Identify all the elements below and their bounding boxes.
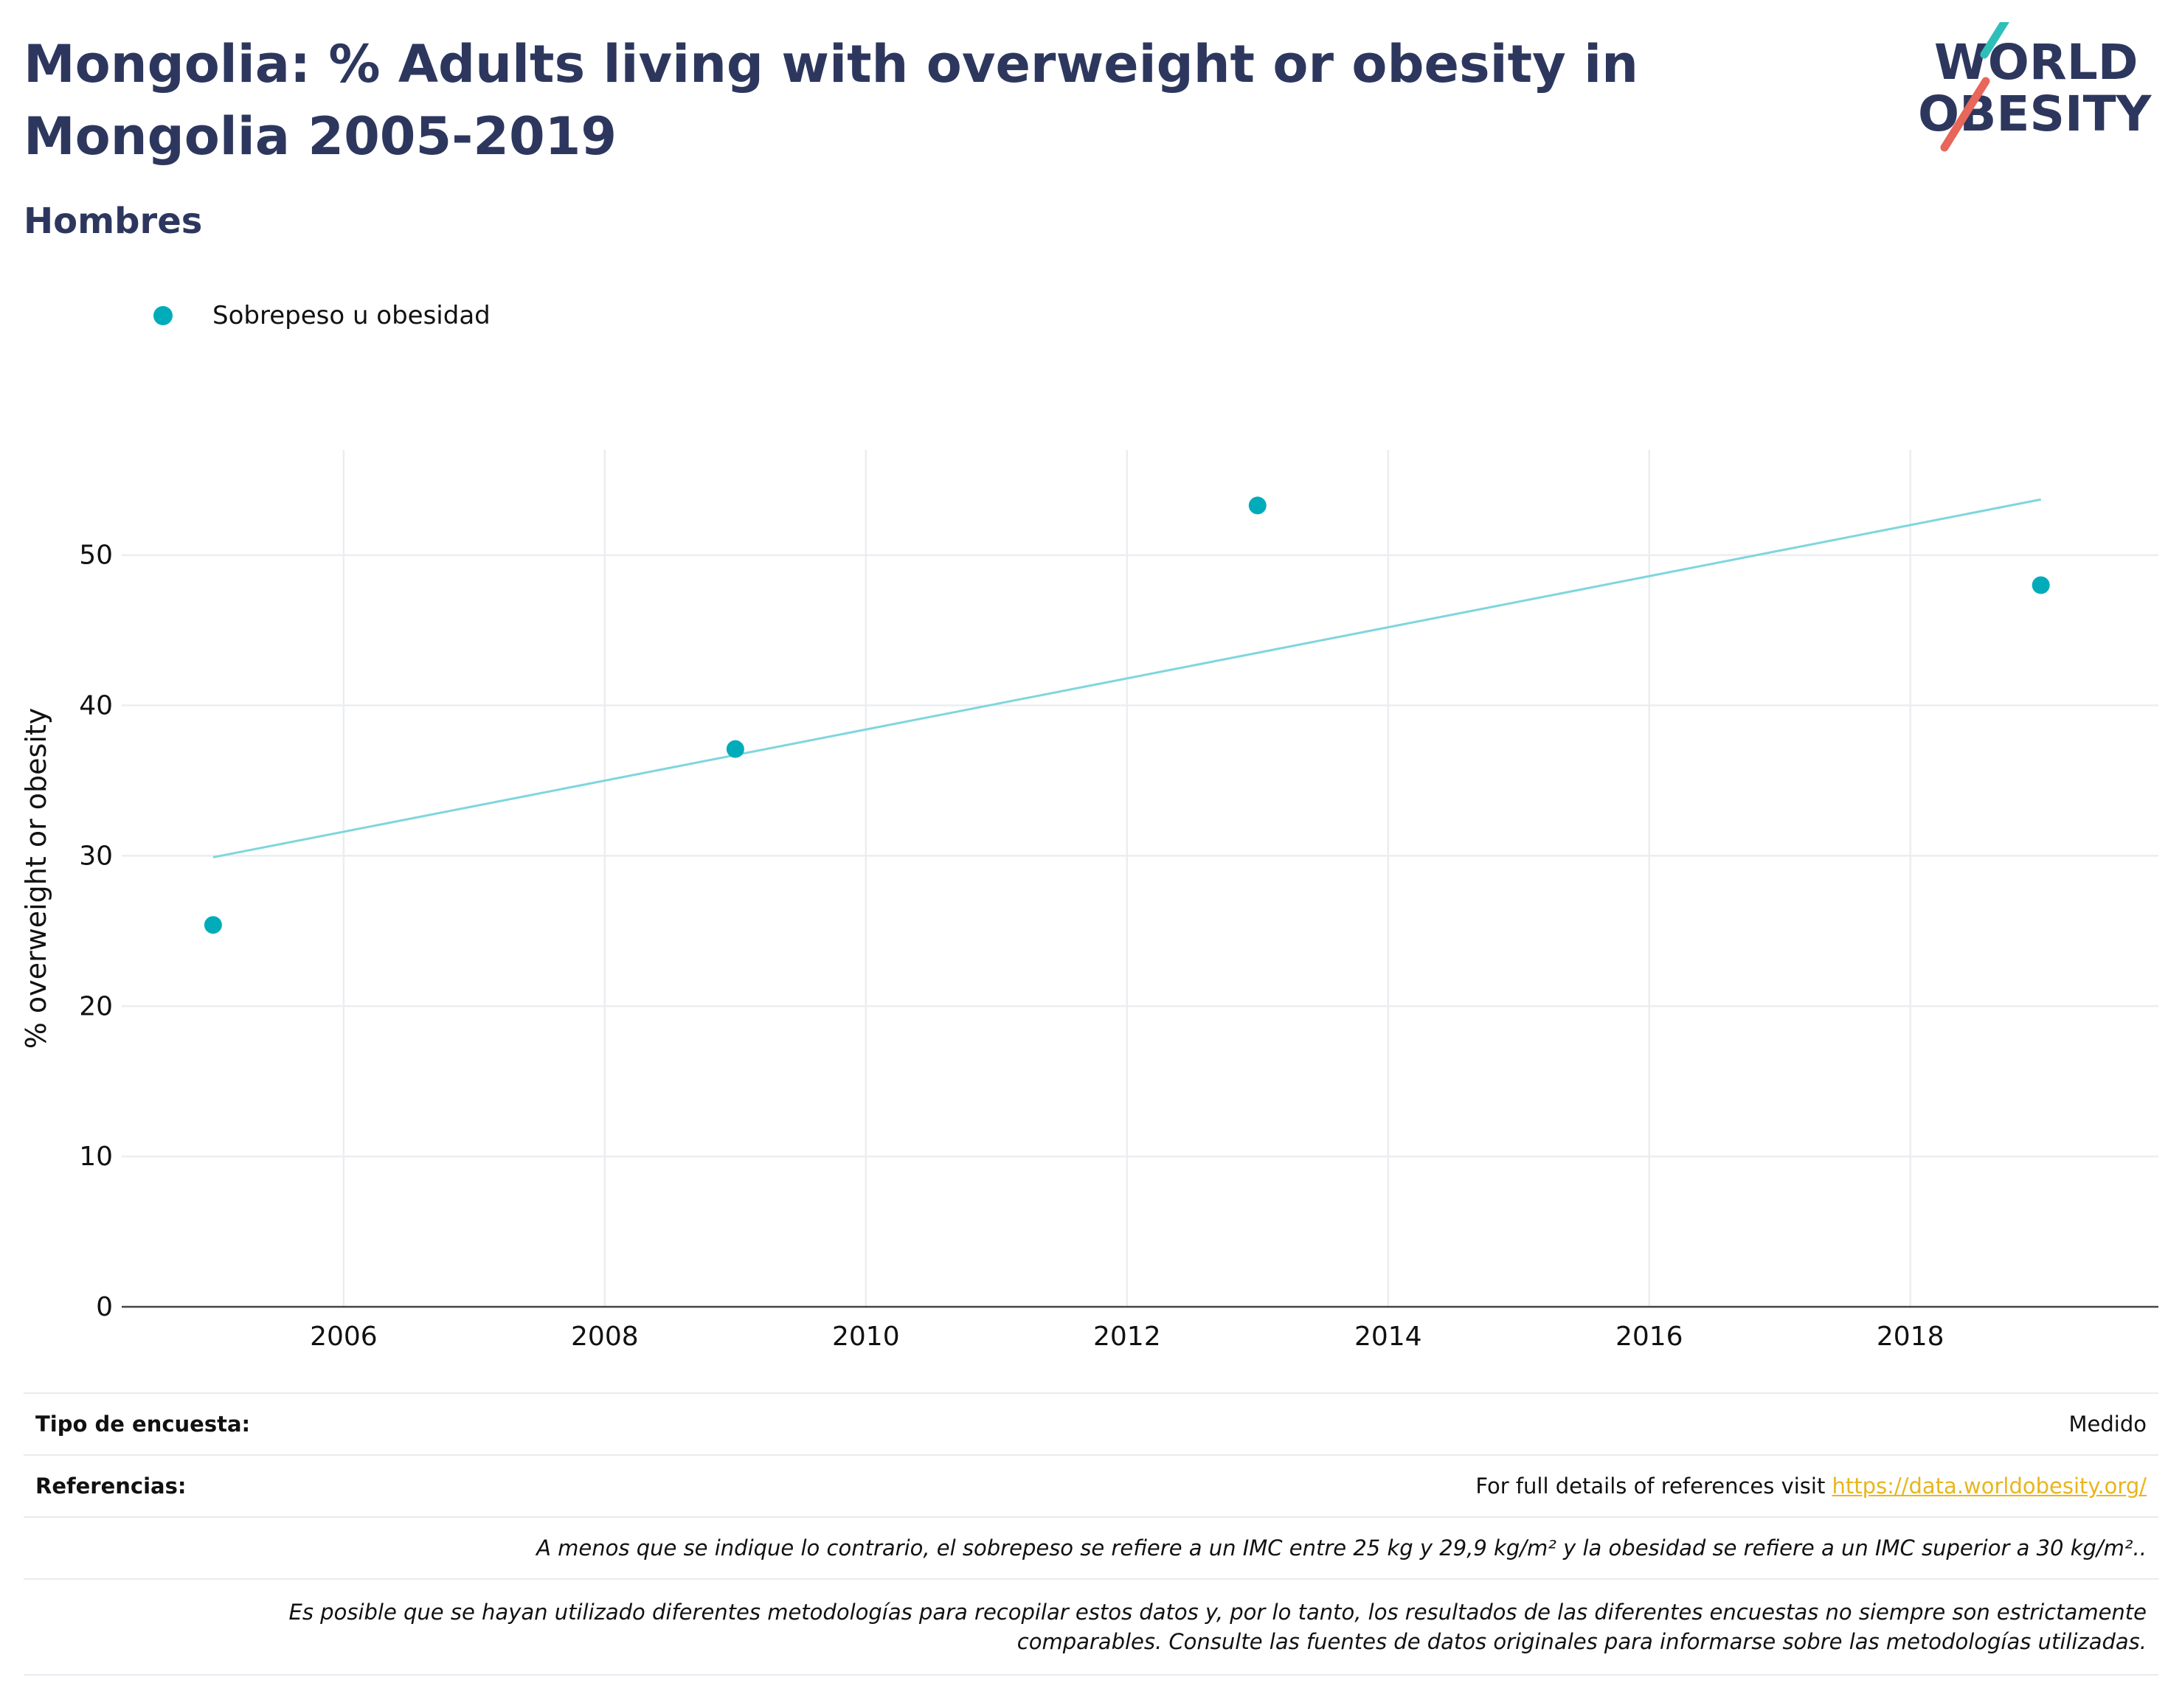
legend: Sobrepeso u obesidad	[153, 295, 491, 336]
survey-type-label: Tipo de encuesta:	[35, 1412, 251, 1437]
data-point[interactable]	[204, 916, 222, 934]
references-link[interactable]: https://data.worldobesity.org/	[1832, 1473, 2147, 1499]
data-points	[204, 496, 2050, 934]
data-point[interactable]	[1248, 496, 1267, 515]
x-tick-label: 2018	[1877, 1322, 1944, 1352]
x-tick-label: 2016	[1615, 1322, 1683, 1352]
world-obesity-logo: WORLD OBESITY	[1918, 22, 2152, 152]
references-value: For full details of references visit htt…	[1475, 1473, 2147, 1499]
y-tick-label: 30	[79, 841, 113, 871]
data-point[interactable]	[2032, 576, 2050, 594]
y-tick-label: 0	[96, 1292, 113, 1322]
y-tick-label: 20	[79, 991, 113, 1021]
methodology-note-row: Es posible que se hayan utilizado difere…	[24, 1578, 2158, 1676]
logo-word-world: WORLD	[1934, 34, 2138, 91]
x-tick-label: 2014	[1354, 1322, 1422, 1352]
trendline-group	[212, 498, 2041, 858]
methodology-note: Es posible que se hayan utilizado difere…	[289, 1597, 2147, 1656]
survey-type-value: Medido	[2068, 1412, 2147, 1437]
data-point[interactable]	[726, 740, 744, 758]
logo-slash-red	[1940, 77, 1990, 152]
logo-slash-teal	[1980, 22, 2009, 59]
survey-type-row: Tipo de encuesta: Medido	[24, 1392, 2158, 1454]
legend-marker	[153, 306, 173, 325]
y-tick-label: 50	[79, 541, 113, 571]
grid	[122, 450, 2158, 1307]
x-tick-label: 2012	[1093, 1322, 1161, 1352]
scatter-chart: 2006 2008 2010 2012 2014 2016 201801020304050 …	[20, 450, 2158, 1352]
y-axis-title: % overweight or obesity	[20, 708, 52, 1049]
y-tick-label: 40	[79, 691, 113, 721]
footer-table: Tipo de encuesta: Medido Referencias: Fo…	[24, 1392, 2158, 1676]
chart-subtitle: Hombres	[24, 201, 203, 242]
references-text: For full details of references visit	[1475, 1473, 1832, 1499]
y-tick-label: 10	[79, 1142, 113, 1172]
definition-note-row: A menos que se indique lo contrario, el …	[24, 1516, 2158, 1578]
definition-note: A menos que se indique lo contrario, el …	[536, 1535, 2147, 1561]
references-label: Referencias:	[35, 1473, 187, 1499]
methodology-note-line1: Es posible que se hayan utilizado difere…	[288, 1600, 2147, 1625]
trendline	[212, 498, 2041, 858]
x-tick-label: 2006	[310, 1322, 378, 1352]
legend-label: Sobrepeso u obesidad	[212, 301, 491, 330]
methodology-note-line2: comparables. Consulte las fuentes de dat…	[1016, 1629, 2147, 1654]
x-tick-label: 2010	[832, 1322, 900, 1352]
references-row: Referencias: For full details of referen…	[24, 1454, 2158, 1516]
x-tick-label: 2008	[571, 1322, 639, 1352]
chart-title: Mongolia: % Adults living with overweigh…	[24, 34, 1638, 167]
tick-labels: 2006 2008 2010 2012 2014 2016 2018 0 10 20 30 40 50	[79, 541, 1944, 1352]
